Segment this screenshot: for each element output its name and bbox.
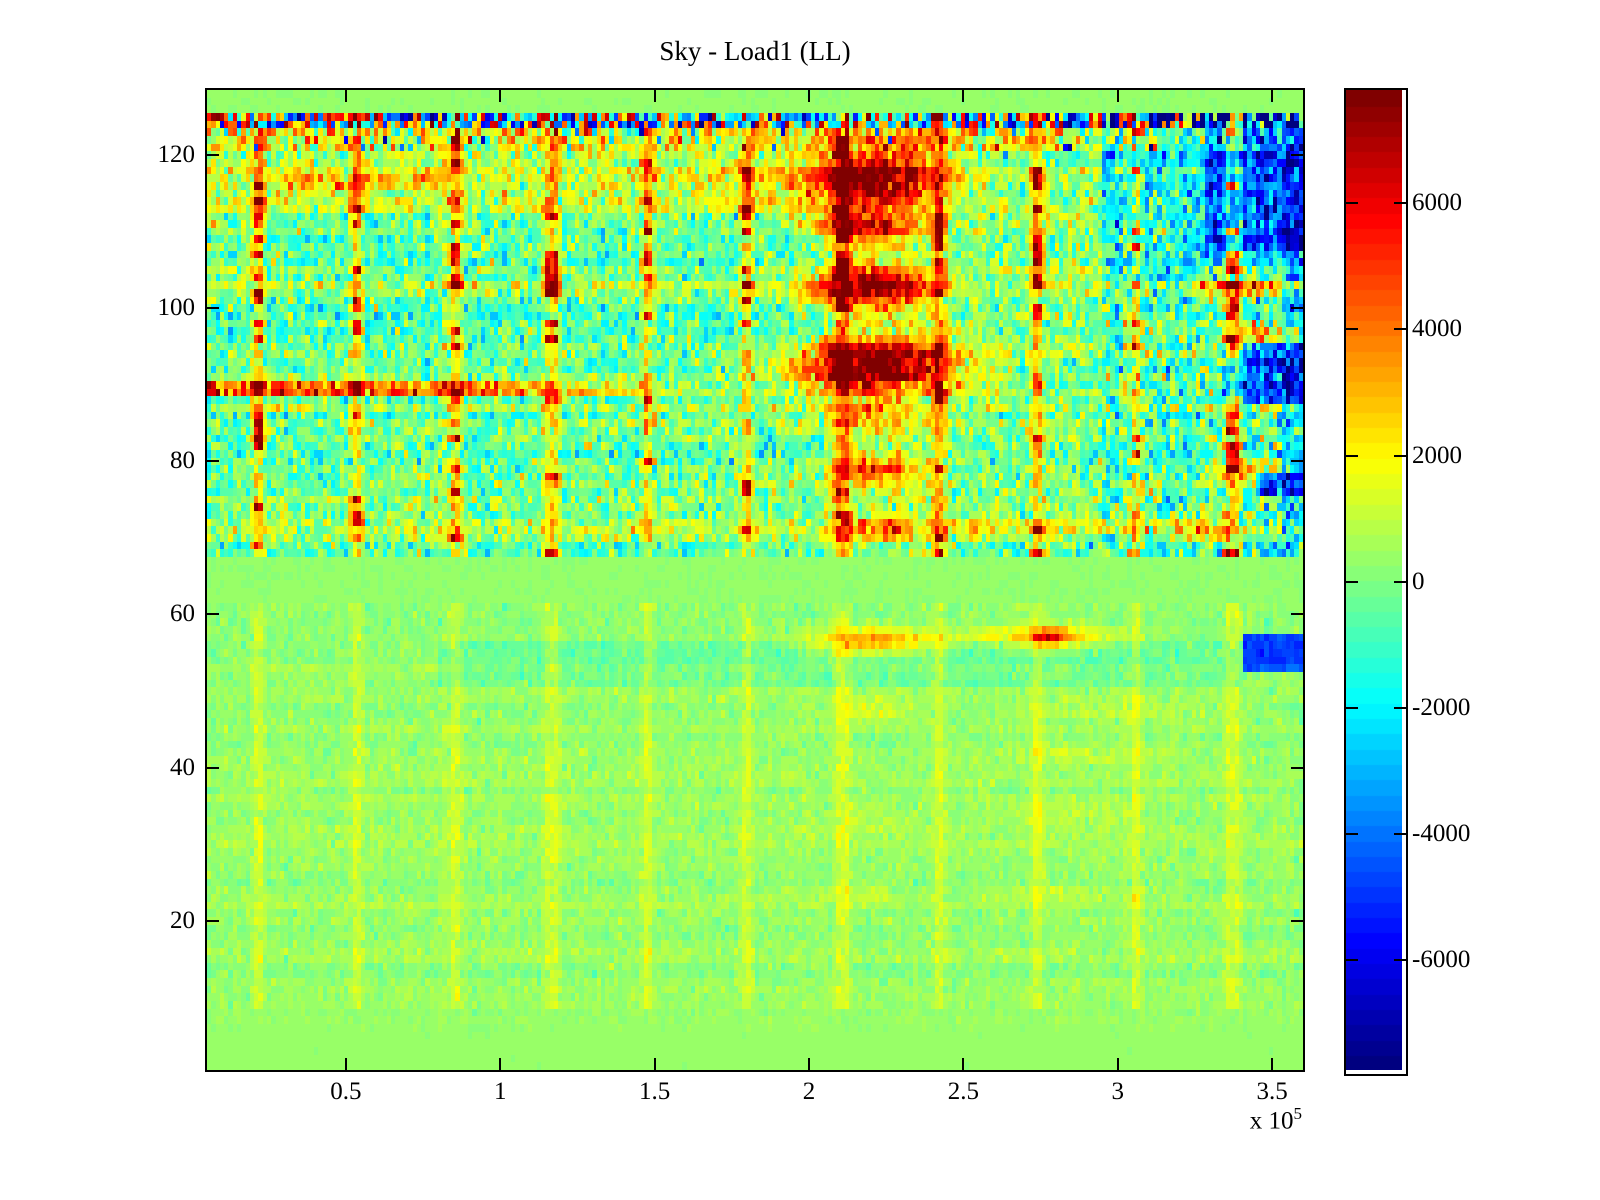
x-tick-mark xyxy=(1271,1058,1274,1070)
x-tick-mark-top xyxy=(653,90,656,102)
x-tick-mark-top xyxy=(1116,90,1119,102)
y-tick-mark xyxy=(207,460,219,463)
x-tick-mark xyxy=(808,1058,811,1070)
y-tick-label: 20 xyxy=(170,906,195,934)
x-tick-mark xyxy=(499,1058,502,1070)
y-tick-mark-right xyxy=(1291,919,1303,922)
chart-title: Sky - Load1 (LL) xyxy=(659,36,851,66)
colorbar-tick-label: 2000 xyxy=(1412,441,1462,469)
x-tick-mark xyxy=(1116,1058,1119,1070)
x-axis-scale-label: x 105 xyxy=(1190,1104,1302,1135)
colorbar-tick-mark xyxy=(1346,832,1358,835)
colorbar-tick-mark xyxy=(1346,454,1358,457)
colorbar-tick-mark-right xyxy=(1394,454,1406,457)
y-tick-label: 40 xyxy=(170,753,195,781)
colorbar-tick-mark xyxy=(1346,958,1358,961)
x-tick-label: 2 xyxy=(802,1078,816,1105)
y-tick-mark-right xyxy=(1291,154,1303,157)
x-tick-label: 1 xyxy=(494,1078,507,1105)
colorbar-tick-mark-right xyxy=(1394,328,1406,331)
y-tick-mark xyxy=(207,613,219,616)
x-tick-mark xyxy=(653,1058,656,1070)
x-tick-mark-top xyxy=(344,90,347,102)
x-tick-label: 3.5 xyxy=(1256,1078,1288,1105)
x-tick-mark-top xyxy=(808,90,811,102)
plot-area xyxy=(205,88,1305,1072)
x-tick-mark-top xyxy=(962,90,965,102)
y-tick-mark-right xyxy=(1291,307,1303,310)
y-tick-label: 100 xyxy=(157,294,196,322)
y-tick-mark-right xyxy=(1291,766,1303,769)
y-tick-mark xyxy=(207,766,219,769)
x-tick-mark xyxy=(344,1058,347,1070)
x-tick-mark-top xyxy=(499,90,502,102)
colorbar-tick-mark xyxy=(1346,706,1358,709)
x-tick-label: 0.5 xyxy=(330,1078,362,1105)
colorbar-tick-label: -4000 xyxy=(1412,819,1471,847)
colorbar-tick-mark-right xyxy=(1394,706,1406,709)
x-tick-label: 1.5 xyxy=(639,1078,671,1105)
y-tick-mark xyxy=(207,307,219,310)
y-tick-label: 80 xyxy=(170,447,195,475)
heatmap-canvas xyxy=(207,90,1303,1070)
colorbar xyxy=(1344,88,1408,1076)
colorbar-tick-label: 0 xyxy=(1412,567,1425,595)
x-tick-mark-top xyxy=(1271,90,1274,102)
x-tick-label: 2.5 xyxy=(947,1078,980,1105)
colorbar-canvas xyxy=(1346,90,1402,1070)
colorbar-tick-mark xyxy=(1346,328,1358,331)
colorbar-tick-mark-right xyxy=(1394,202,1406,205)
colorbar-tick-label: 4000 xyxy=(1412,315,1462,343)
colorbar-tick-mark xyxy=(1346,202,1358,205)
y-tick-mark-right xyxy=(1291,460,1303,463)
colorbar-tick-label: -2000 xyxy=(1412,693,1471,721)
colorbar-tick-mark-right xyxy=(1394,832,1406,835)
colorbar-tick-mark-right xyxy=(1394,580,1406,583)
y-tick-label: 60 xyxy=(170,600,195,628)
colorbar-tick-label: -6000 xyxy=(1412,945,1471,973)
y-tick-mark xyxy=(207,919,219,922)
x-scale-exponent: 5 xyxy=(1293,1104,1303,1123)
x-tick-label: 3 xyxy=(1111,1078,1125,1105)
y-tick-mark-right xyxy=(1291,613,1303,616)
y-tick-mark xyxy=(207,154,219,157)
colorbar-tick-label: 6000 xyxy=(1412,189,1462,217)
y-tick-label: 120 xyxy=(157,141,196,169)
x-scale-prefix: x 10 xyxy=(1249,1107,1294,1135)
colorbar-tick-mark xyxy=(1346,580,1358,583)
colorbar-tick-mark-right xyxy=(1394,958,1406,961)
x-tick-mark xyxy=(962,1058,965,1070)
